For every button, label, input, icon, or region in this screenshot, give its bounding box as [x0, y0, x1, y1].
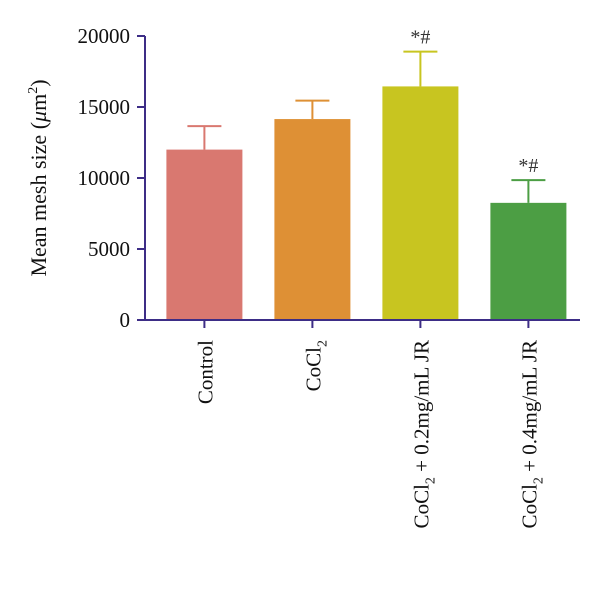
category-label-base: CoCl	[517, 484, 541, 529]
y-axis-title-sup: 2	[26, 87, 41, 94]
category-label-base: CoCl	[409, 484, 433, 529]
category-label-sub: 2	[315, 340, 330, 347]
y-axis-title-prefix: Mean mesh size (	[26, 122, 51, 277]
y-tick-label: 5000	[88, 237, 130, 261]
category-label-rest: + 0.4mg/mL JR	[517, 340, 541, 477]
bar	[274, 119, 351, 320]
significance-marker: *#	[410, 27, 430, 49]
category-label: CoCl2 + 0.2mg/mL JR	[409, 340, 438, 528]
category-label: CoCl2	[301, 340, 330, 391]
y-tick-label: 0	[120, 308, 131, 332]
significance-markers: *# *#	[410, 27, 538, 178]
bar	[166, 149, 243, 320]
y-axis-title-mu: μ	[26, 111, 51, 123]
category-label-sub: 2	[423, 477, 438, 484]
category-label-sub: 2	[531, 477, 546, 484]
y-axis-title-suffix: )	[26, 79, 51, 86]
y-tick-label: 10000	[78, 166, 131, 190]
y-axis-ticks: 0 5000 10000 15000 20000	[78, 24, 145, 332]
category-label-base: Control	[193, 340, 217, 404]
bar	[382, 86, 459, 320]
category-label-base: CoCl	[301, 347, 325, 392]
bar	[490, 202, 567, 320]
y-tick-label: 15000	[78, 95, 131, 119]
category-label: CoCl2 + 0.4mg/mL JR	[517, 340, 546, 528]
category-label: Control	[193, 340, 217, 404]
x-axis-ticks	[203, 320, 530, 328]
category-label-rest: + 0.2mg/mL JR	[409, 340, 433, 477]
significance-marker: *#	[518, 155, 538, 177]
bars	[166, 86, 567, 320]
y-axis-title: Mean mesh size (μm2)	[26, 79, 51, 276]
error-bars	[187, 50, 546, 203]
y-tick-label: 20000	[78, 24, 131, 48]
y-axis-title-unit: m	[26, 94, 51, 111]
